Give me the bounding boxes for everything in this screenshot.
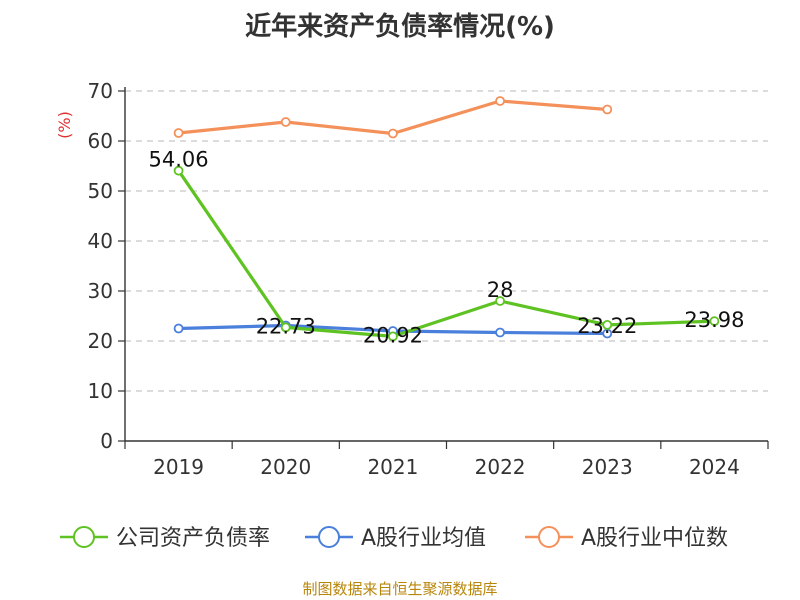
data-point xyxy=(173,165,184,176)
data-point xyxy=(709,316,720,327)
legend-label: A股行业均值 xyxy=(361,526,486,551)
data-point xyxy=(388,128,398,139)
data-label: 23.98 xyxy=(684,308,744,332)
x-tick-label: 2021 xyxy=(367,455,418,479)
data-label: 22.73 xyxy=(256,314,316,338)
legend-marker xyxy=(538,526,560,548)
y-tick-label: 50 xyxy=(88,179,113,203)
data-point xyxy=(602,319,613,330)
legend-marker xyxy=(318,526,340,548)
x-tick-label: 2022 xyxy=(475,455,526,479)
data-point xyxy=(495,296,505,306)
x-tick-label: 2020 xyxy=(260,455,311,479)
y-tick-label: 20 xyxy=(88,329,113,353)
legend-label: A股行业中位数 xyxy=(581,526,728,551)
y-tick-label: 30 xyxy=(88,279,113,303)
data-point xyxy=(495,96,505,106)
source-note: 制图数据来自恒生聚源数据库 xyxy=(302,580,498,598)
data-point xyxy=(173,323,184,334)
data-point xyxy=(280,322,291,333)
chart-title: 近年来资产负债率情况(%) xyxy=(245,12,555,42)
x-tick-label: 2023 xyxy=(582,455,633,479)
data-point xyxy=(602,104,613,115)
y-tick-label: 0 xyxy=(100,429,113,453)
data-point xyxy=(388,331,398,342)
y-tick-label: 60 xyxy=(88,129,113,153)
y-tick-label: 40 xyxy=(88,229,113,253)
y-axis-unit: (%) xyxy=(55,111,74,139)
data-point xyxy=(495,327,505,338)
y-tick-label: 70 xyxy=(88,79,113,103)
data-point xyxy=(173,128,184,138)
data-point xyxy=(280,117,291,127)
data-label: 23.22 xyxy=(577,314,637,338)
data-label: 54.06 xyxy=(149,148,209,172)
data-label: 20.92 xyxy=(363,323,423,347)
y-tick-label: 10 xyxy=(88,379,113,403)
legend-label: 公司资产负债率 xyxy=(116,526,270,551)
x-tick-label: 2019 xyxy=(153,455,204,479)
series-line xyxy=(176,169,717,338)
data-label: 28 xyxy=(487,278,514,302)
x-tick-label: 2024 xyxy=(689,455,740,479)
legend-marker xyxy=(73,526,95,548)
